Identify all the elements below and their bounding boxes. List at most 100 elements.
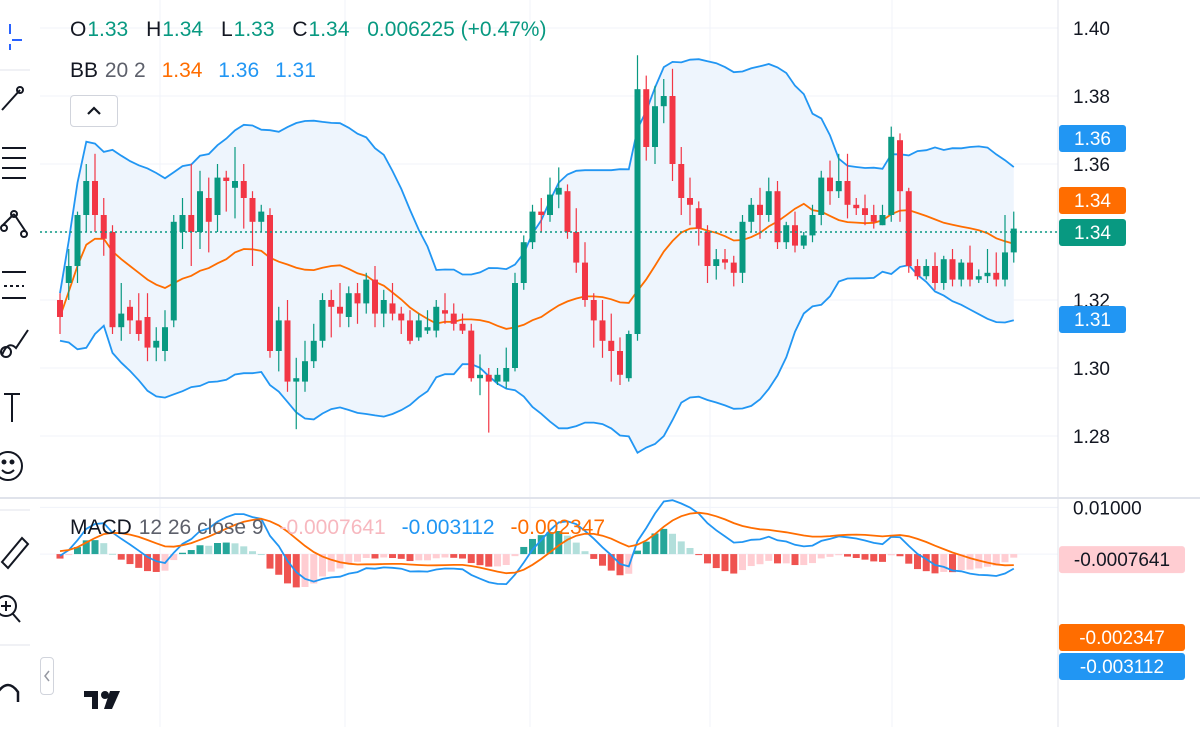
- fib-icon[interactable]: [2, 147, 26, 179]
- ohlc-legend[interactable]: O1.33 H1.34 L1.33 C1.34 0.006225 (+0.47%…: [70, 18, 558, 42]
- histogram-bar: [319, 554, 326, 577]
- candle: [520, 235, 527, 290]
- histogram-bar: [476, 554, 484, 566]
- candle-body: [923, 266, 930, 277]
- candle: [853, 198, 860, 215]
- histogram-bar: [249, 551, 256, 555]
- histogram-bar: [345, 554, 353, 565]
- macd-legend[interactable]: MACD 12 26 close 9 -0.0007641 -0.003112 …: [70, 516, 605, 540]
- candle-body: [555, 187, 562, 195]
- crosshair-icon[interactable]: [9, 24, 22, 50]
- candle-body: [774, 191, 781, 243]
- histogram-bar: [240, 546, 248, 555]
- candle-body: [415, 320, 422, 338]
- histogram-bar: [844, 554, 851, 557]
- candle-body: [905, 191, 912, 266]
- macd-hist-badge-bg: [1059, 546, 1185, 574]
- candle: [503, 347, 510, 389]
- candle: [240, 164, 247, 229]
- candle: [188, 164, 195, 266]
- collapse-legend-button[interactable]: [70, 95, 118, 127]
- histogram-bar: [222, 542, 230, 555]
- macd-tick-label: 0.01000: [1073, 498, 1142, 519]
- candle-body: [853, 204, 860, 209]
- candle: [617, 337, 623, 385]
- candle: [380, 289, 387, 328]
- candle-body: [844, 181, 851, 205]
- candle: [687, 177, 693, 226]
- candle: [1002, 215, 1008, 287]
- candle: [914, 259, 921, 280]
- candle: [118, 283, 125, 341]
- emoji-icon[interactable]: [0, 451, 23, 481]
- candle-body: [319, 300, 326, 341]
- candle: [722, 249, 728, 270]
- candle: [564, 184, 571, 239]
- histogram-bar: [301, 554, 309, 587]
- histogram-bar: [756, 554, 764, 565]
- candle: [783, 221, 790, 249]
- histogram-bar: [135, 554, 143, 568]
- candle-body: [380, 300, 387, 314]
- prediction-icon[interactable]: [2, 271, 26, 299]
- histogram-bar: [100, 543, 108, 555]
- candle: [984, 249, 991, 283]
- candle-body: [205, 198, 212, 222]
- candle: [652, 85, 658, 164]
- macd-signal-badge-bg: [1059, 624, 1185, 651]
- histogram-bar: [109, 553, 116, 555]
- candle-body: [818, 177, 825, 215]
- candle: [590, 293, 597, 348]
- candle-body: [74, 215, 81, 266]
- tradingview-logo[interactable]: [76, 680, 132, 720]
- ruler-icon[interactable]: [0, 536, 30, 570]
- candle: [275, 306, 282, 372]
- histogram-bar: [170, 554, 178, 561]
- text-icon[interactable]: [4, 393, 20, 422]
- candle-body: [144, 317, 151, 348]
- candle: [993, 252, 1000, 287]
- candle-body: [100, 215, 107, 239]
- collapse-toolbar-handle[interactable]: [40, 657, 54, 695]
- candle-body: [940, 259, 947, 283]
- candle-body: [293, 378, 300, 382]
- trendline-icon[interactable]: [1, 86, 24, 111]
- candle: [144, 293, 151, 362]
- candle: [485, 368, 492, 433]
- histogram-bar: [695, 554, 703, 556]
- candle-body: [590, 300, 597, 321]
- candle: [328, 289, 335, 338]
- histogram-bar: [362, 554, 370, 558]
- magnet-icon[interactable]: [0, 683, 20, 702]
- candle: [975, 269, 982, 283]
- candle-body: [783, 225, 790, 243]
- candle: [354, 283, 361, 324]
- histogram-bar: [494, 554, 501, 567]
- candle: [57, 293, 63, 334]
- candle-body: [835, 181, 842, 192]
- candle-body: [442, 310, 448, 314]
- candle: [512, 272, 518, 372]
- candle-body: [1010, 228, 1017, 253]
- price-axis[interactable]: 1.401.381.361.321.301.280.01000: [1073, 19, 1142, 519]
- pattern-icon[interactable]: [0, 210, 28, 238]
- candle-body: [197, 191, 203, 232]
- brush-icon[interactable]: [0, 329, 29, 358]
- bollinger-lower-line: [59, 264, 1015, 455]
- bollinger-legend[interactable]: BB 20 2 1.34 1.36 1.31: [70, 59, 316, 83]
- histogram-bar: [791, 554, 799, 566]
- histogram-bar: [966, 554, 974, 570]
- histogram-bar: [74, 547, 81, 555]
- histogram-bar: [1001, 554, 1009, 563]
- histogram-bar: [327, 554, 335, 572]
- candle: [643, 75, 650, 161]
- lower-band-badge-bg: [1059, 306, 1126, 333]
- histogram-bar: [546, 532, 554, 555]
- candle-body: [170, 221, 177, 321]
- candle-body: [249, 198, 256, 222]
- zoom-in-icon[interactable]: [0, 595, 21, 623]
- histogram-bar: [992, 554, 1000, 566]
- candle-body: [599, 320, 606, 341]
- candle: [249, 191, 256, 266]
